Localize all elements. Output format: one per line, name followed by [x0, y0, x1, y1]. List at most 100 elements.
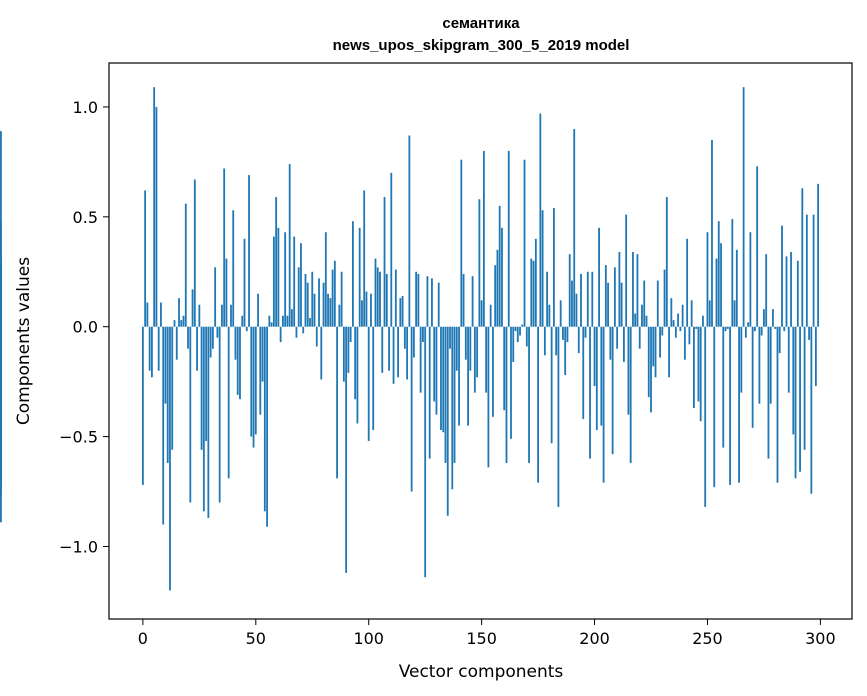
bar	[636, 254, 639, 327]
bar	[146, 302, 149, 327]
bar	[740, 326, 743, 393]
bar	[191, 289, 194, 327]
bar	[200, 326, 203, 450]
bar	[449, 326, 451, 349]
bar	[225, 258, 228, 327]
bar	[494, 265, 497, 327]
bar	[277, 227, 280, 327]
bar	[485, 326, 488, 393]
bar	[753, 326, 756, 332]
bar	[144, 190, 147, 327]
bar	[507, 150, 510, 327]
bar	[239, 326, 241, 400]
bar	[593, 326, 596, 387]
bar	[778, 326, 781, 354]
bar	[537, 326, 539, 483]
y-tick-label: 1.0	[73, 98, 98, 117]
bar	[699, 326, 702, 422]
bar	[236, 326, 239, 395]
bar	[808, 326, 810, 340]
bar	[751, 326, 754, 428]
bar	[724, 326, 727, 332]
bar	[616, 326, 619, 349]
bar	[704, 326, 707, 507]
bar	[566, 326, 569, 343]
bar	[530, 258, 533, 327]
bar	[735, 249, 738, 327]
bar	[453, 326, 456, 463]
bar	[805, 214, 808, 327]
bar	[810, 326, 813, 494]
bar	[157, 326, 160, 371]
bar	[162, 326, 165, 525]
bar	[661, 326, 664, 336]
bar	[476, 326, 479, 378]
bar	[550, 326, 553, 444]
bar	[525, 326, 528, 347]
bar	[668, 326, 670, 378]
bar	[275, 197, 278, 327]
bar	[638, 326, 641, 349]
bar	[435, 326, 438, 415]
bar	[148, 326, 151, 371]
bar	[397, 326, 399, 378]
bar	[469, 326, 472, 371]
bar	[399, 298, 402, 327]
bar	[674, 326, 677, 338]
bar	[634, 313, 637, 327]
x-axis-label: Vector components	[399, 662, 564, 682]
x-tick-label: 250	[692, 629, 723, 648]
bar	[433, 326, 436, 402]
bar	[747, 322, 750, 327]
bar	[760, 326, 763, 336]
bar	[286, 315, 289, 327]
bar	[654, 326, 657, 378]
bar	[304, 273, 307, 327]
bar	[623, 326, 625, 362]
bar	[693, 326, 695, 409]
bar	[315, 326, 318, 347]
bar	[487, 326, 490, 468]
bar	[322, 282, 325, 327]
bar	[629, 326, 632, 463]
bar	[528, 326, 530, 463]
bar	[166, 326, 169, 463]
bar	[620, 282, 623, 327]
bar	[738, 326, 740, 483]
bar	[223, 168, 226, 327]
bar	[153, 87, 156, 327]
bar	[227, 326, 230, 479]
bar	[697, 326, 700, 402]
bar	[568, 254, 571, 327]
bar	[787, 326, 790, 393]
bar	[381, 326, 384, 373]
bar	[690, 300, 693, 327]
bar	[785, 256, 788, 327]
bar	[424, 326, 427, 578]
bar	[776, 326, 779, 483]
bar	[0, 326, 2, 485]
bar	[799, 326, 801, 472]
bar	[383, 197, 386, 327]
bar	[462, 273, 465, 327]
bar	[562, 326, 564, 340]
bar	[742, 87, 745, 327]
bar	[467, 326, 469, 426]
bar	[175, 326, 178, 360]
bar	[496, 249, 499, 327]
bar	[261, 326, 264, 382]
bar	[0, 221, 2, 327]
bar	[801, 188, 804, 327]
bar	[356, 326, 359, 424]
bar	[245, 326, 248, 332]
bar	[431, 278, 433, 327]
bar	[498, 205, 501, 327]
bar	[171, 326, 174, 450]
bar	[352, 221, 354, 327]
bar	[512, 326, 515, 362]
bar	[722, 326, 725, 448]
bar	[288, 164, 291, 327]
bar	[248, 175, 250, 327]
bar	[763, 309, 765, 327]
bar	[729, 326, 731, 485]
